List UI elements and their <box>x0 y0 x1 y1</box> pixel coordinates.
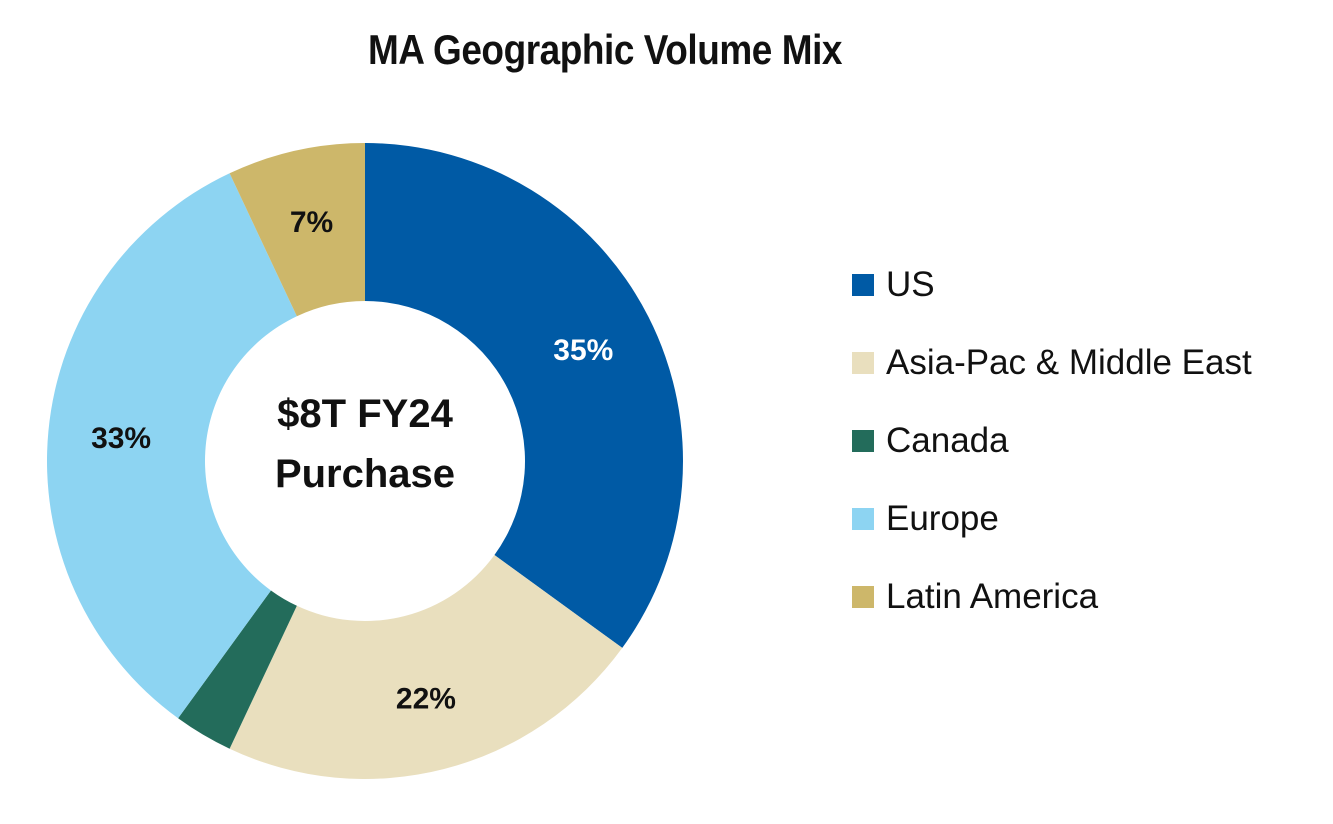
legend: US Asia-Pac & Middle East Canada Europe Lati… <box>852 246 1312 636</box>
legend-item-latin-america: Latin America <box>852 558 1312 636</box>
legend-swatch <box>852 274 874 296</box>
slice-us <box>365 143 683 648</box>
legend-swatch <box>852 352 874 374</box>
legend-swatch <box>852 430 874 452</box>
legend-swatch <box>852 586 874 608</box>
legend-swatch <box>852 508 874 530</box>
donut-slices <box>46 143 683 779</box>
slice-asia-pac-middle-east <box>229 555 623 779</box>
legend-item-asia-pac-middle-east: Asia-Pac & Middle East <box>852 324 1312 402</box>
slice-canada <box>178 590 297 749</box>
chart-title: MA Geographic Volume Mix <box>367 26 843 73</box>
slice-label-asia-pac-middle-east: 22% <box>396 682 456 715</box>
slice-label-europe: 33% <box>91 422 151 455</box>
legend-label: Canada <box>886 421 1009 460</box>
legend-item-us: US <box>852 246 1312 324</box>
slice-label-us: 35% <box>553 334 613 367</box>
legend-label: Latin America <box>886 577 1099 616</box>
center-label-line-1: $8T FY24 <box>277 392 453 436</box>
legend-label: Asia-Pac & Middle East <box>886 343 1252 382</box>
slice-labels: 35% 22% 33% 7% <box>91 206 613 715</box>
legend-label: US <box>886 265 935 304</box>
legend-item-europe: Europe <box>852 480 1312 558</box>
slice-europe <box>46 173 297 719</box>
slice-latin-america <box>229 143 365 317</box>
slice-label-latin-america: 7% <box>290 206 333 239</box>
center-label-line-2: Purchase <box>275 452 455 496</box>
legend-label: Europe <box>886 499 999 538</box>
legend-item-canada: Canada <box>852 402 1312 480</box>
